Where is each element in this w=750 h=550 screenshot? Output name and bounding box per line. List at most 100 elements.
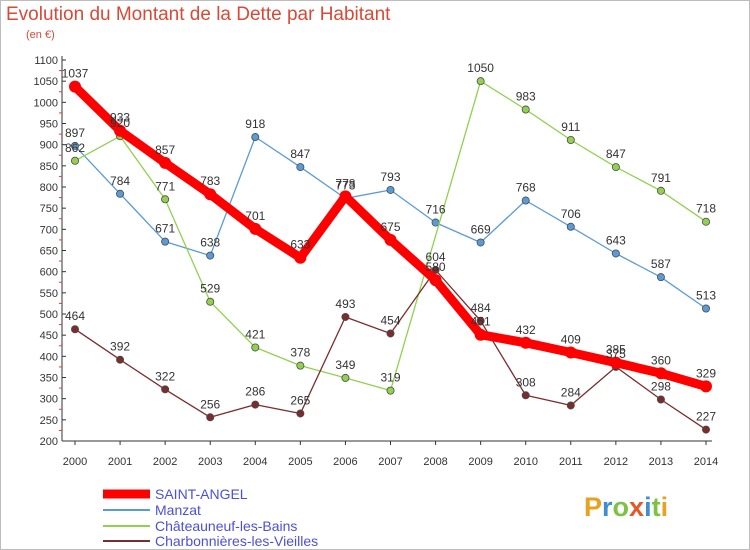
data-point-chateauneuf-les-bains (161, 195, 170, 204)
data-label-charbonnieres-les-vieilles: 493 (335, 297, 355, 311)
y-tick-label: 750 (40, 203, 58, 215)
y-tick-label: 1050 (34, 76, 58, 88)
data-label-charbonnieres-les-vieilles: 284 (561, 385, 581, 399)
data-label-chateauneuf-les-bains: 1050 (467, 61, 494, 75)
data-point-charbonnieres-les-vieilles (251, 400, 260, 409)
data-point-chateauneuf-les-bains (476, 77, 485, 86)
data-label-charbonnieres-les-vieilles: 265 (290, 393, 310, 407)
x-tick-label: 2013 (649, 456, 673, 468)
x-tick-label: 2011 (559, 456, 583, 468)
data-label-manzat: 897 (65, 126, 85, 140)
data-label-manzat: 773 (335, 178, 355, 192)
data-label-manzat: 587 (651, 257, 671, 271)
y-tick-label: 400 (40, 351, 58, 363)
data-point-charbonnieres-les-vieilles (656, 395, 665, 404)
data-point-saint-angel (429, 274, 442, 287)
proxiti-logo-letter: x (629, 492, 644, 522)
y-tick-label: 350 (40, 373, 58, 385)
data-label-chateauneuf-les-bains: 319 (380, 371, 400, 385)
data-point-manzat (206, 251, 215, 260)
data-point-manzat (702, 304, 711, 313)
data-point-manzat (476, 238, 485, 247)
data-point-chateauneuf-les-bains (656, 186, 665, 195)
data-point-charbonnieres-les-vieilles (431, 265, 440, 274)
data-label-saint-angel: 933 (110, 111, 130, 125)
data-point-charbonnieres-les-vieilles (296, 409, 305, 418)
data-label-manzat: 513 (696, 288, 716, 302)
series-charbonnieres-les-vieilles (71, 265, 711, 434)
y-tick-label: 450 (40, 330, 58, 342)
data-point-saint-angel (384, 233, 397, 246)
data-label-charbonnieres-les-vieilles: 322 (155, 369, 175, 383)
data-label-manzat: 706 (561, 207, 581, 221)
data-label-manzat: 638 (200, 236, 220, 250)
y-tick-label: 900 (40, 140, 58, 152)
data-label-charbonnieres-les-vieilles: 464 (65, 309, 85, 323)
data-point-chateauneuf-les-bains (702, 217, 711, 226)
data-label-charbonnieres-les-vieilles: 227 (696, 410, 716, 424)
data-point-manzat (521, 196, 530, 205)
data-point-charbonnieres-les-vieilles (386, 329, 395, 338)
x-tick-label: 2007 (378, 456, 402, 468)
data-point-saint-angel (159, 156, 172, 169)
data-label-manzat: 643 (606, 233, 626, 247)
data-point-saint-angel (114, 124, 127, 137)
series-line-chateauneuf-les-bains (74, 80, 707, 392)
data-point-charbonnieres-les-vieilles (161, 385, 170, 394)
data-point-saint-angel (474, 328, 487, 341)
y-tick-label: 700 (40, 224, 58, 236)
data-label-manzat: 716 (426, 203, 446, 217)
y-tick-label: 850 (40, 161, 58, 173)
data-label-manzat: 671 (155, 222, 175, 236)
proxiti-logo-letter: i (661, 492, 669, 522)
chart-subtitle: (en €) (26, 29, 55, 41)
proxiti-logo: Proxiti (584, 492, 668, 522)
legend-label-chateauneuf-les-bains: Châteauneuf-les-Bains (155, 518, 297, 534)
chart-title: Evolution du Montant de la Dette par Hab… (6, 4, 391, 25)
data-label-chateauneuf-les-bains: 421 (245, 327, 265, 341)
data-label-chateauneuf-les-bains: 771 (155, 179, 175, 193)
data-label-chateauneuf-les-bains: 862 (65, 141, 85, 155)
data-label-saint-angel: 857 (155, 143, 175, 157)
data-point-charbonnieres-les-vieilles (206, 413, 215, 422)
data-label-chateauneuf-les-bains: 529 (200, 282, 220, 296)
legend-label-saint-angel: SAINT-ANGEL (155, 486, 248, 502)
data-label-saint-angel: 432 (516, 323, 536, 337)
data-point-manzat (161, 237, 170, 246)
data-label-saint-angel: 385 (606, 343, 626, 357)
y-tick-label: 550 (40, 288, 58, 300)
y-tick-label: 1000 (34, 97, 58, 109)
data-point-chateauneuf-les-bains (251, 343, 260, 352)
data-point-charbonnieres-les-vieilles (702, 425, 711, 434)
data-label-chateauneuf-les-bains: 378 (290, 346, 310, 360)
data-label-chateauneuf-les-bains: 847 (606, 147, 626, 161)
data-label-saint-angel: 701 (245, 209, 265, 223)
data-point-charbonnieres-les-vieilles (341, 312, 350, 321)
data-point-manzat (71, 141, 80, 150)
data-point-manzat (611, 249, 620, 258)
legend-label-manzat: Manzat (155, 502, 201, 518)
data-point-manzat (251, 133, 260, 142)
x-tick-label: 2008 (423, 456, 447, 468)
data-point-saint-angel (700, 380, 712, 393)
data-label-saint-angel: 451 (471, 315, 491, 329)
data-point-saint-angel (564, 346, 577, 359)
data-point-manzat (566, 222, 575, 231)
y-tick-label: 650 (40, 246, 58, 258)
data-point-manzat (116, 189, 125, 198)
data-label-charbonnieres-les-vieilles: 298 (651, 380, 671, 394)
x-tick-label: 2009 (468, 456, 492, 468)
data-point-charbonnieres-les-vieilles (521, 391, 530, 400)
x-tick-label: 2012 (604, 456, 628, 468)
data-label-saint-angel: 633 (290, 238, 310, 252)
data-point-saint-angel (294, 251, 307, 264)
proxiti-logo-letter: P (584, 492, 602, 522)
data-label-manzat: 768 (516, 181, 536, 195)
data-label-saint-angel: 778 (335, 176, 355, 190)
data-point-chateauneuf-les-bains (521, 105, 530, 114)
y-tick-label: 500 (40, 309, 58, 321)
data-point-chateauneuf-les-bains (296, 361, 305, 370)
proxiti-logo-letter: r (602, 492, 613, 522)
